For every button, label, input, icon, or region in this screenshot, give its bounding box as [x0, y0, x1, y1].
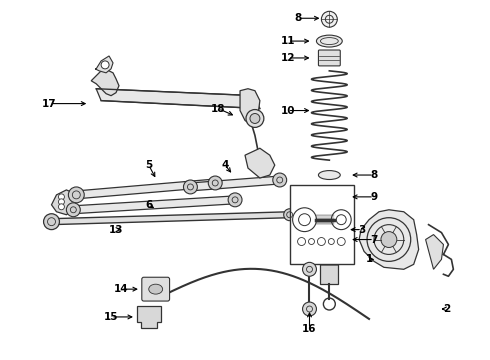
Text: 16: 16 [302, 324, 317, 334]
Bar [290, 185, 354, 264]
Text: 8: 8 [294, 13, 301, 23]
Circle shape [44, 214, 59, 230]
Circle shape [250, 113, 260, 123]
Polygon shape [426, 235, 443, 269]
Polygon shape [137, 306, 161, 328]
Ellipse shape [322, 189, 336, 196]
Circle shape [69, 187, 84, 203]
Circle shape [302, 302, 317, 316]
Text: 12: 12 [280, 53, 295, 63]
Bar [325, 196, 333, 204]
Text: 1: 1 [366, 255, 373, 264]
Polygon shape [95, 56, 113, 73]
Text: 17: 17 [42, 99, 57, 109]
Text: 8: 8 [370, 170, 378, 180]
FancyBboxPatch shape [318, 50, 340, 66]
Text: 10: 10 [280, 105, 295, 116]
Text: 5: 5 [145, 160, 152, 170]
Bar [320, 208, 338, 284]
Text: 6: 6 [145, 200, 152, 210]
Circle shape [58, 204, 64, 210]
Circle shape [101, 61, 109, 69]
Ellipse shape [318, 171, 340, 180]
Circle shape [58, 194, 64, 200]
Text: 2: 2 [443, 304, 450, 314]
Circle shape [273, 173, 287, 187]
Text: 18: 18 [211, 104, 225, 113]
Circle shape [381, 231, 397, 247]
Circle shape [246, 109, 264, 127]
Text: 13: 13 [109, 225, 123, 235]
Text: 14: 14 [114, 284, 128, 294]
Circle shape [58, 199, 64, 205]
Polygon shape [76, 179, 215, 199]
Circle shape [321, 11, 337, 27]
Text: 3: 3 [359, 225, 366, 235]
Ellipse shape [149, 284, 163, 294]
Polygon shape [51, 212, 290, 225]
Circle shape [183, 180, 197, 194]
Circle shape [302, 262, 317, 276]
Circle shape [228, 193, 242, 207]
Polygon shape [245, 148, 275, 178]
Polygon shape [191, 176, 280, 191]
Text: 4: 4 [221, 160, 229, 170]
Polygon shape [96, 89, 260, 109]
Polygon shape [359, 210, 418, 269]
Polygon shape [91, 69, 119, 96]
FancyBboxPatch shape [142, 277, 170, 301]
Text: 11: 11 [280, 36, 295, 46]
Ellipse shape [317, 35, 342, 47]
Polygon shape [74, 196, 235, 214]
Text: 7: 7 [370, 234, 378, 244]
Circle shape [66, 203, 80, 217]
Polygon shape [51, 190, 76, 215]
Text: 9: 9 [370, 192, 378, 202]
Polygon shape [240, 89, 260, 125]
Text: 15: 15 [104, 312, 118, 322]
Circle shape [208, 176, 222, 190]
Circle shape [284, 209, 295, 221]
